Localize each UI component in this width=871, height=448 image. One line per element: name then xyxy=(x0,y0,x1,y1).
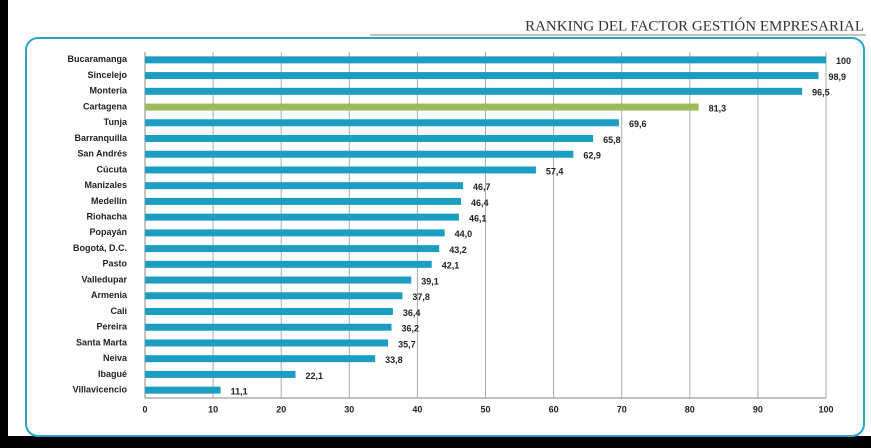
x-tick-label: 40 xyxy=(412,404,422,414)
x-tick-label: 10 xyxy=(208,404,218,414)
y-tick-label: Pasto xyxy=(102,259,127,269)
y-tick-label: Manizales xyxy=(84,180,127,190)
value-label: 36,2 xyxy=(402,324,420,334)
bar xyxy=(145,119,619,127)
value-label: 39,1 xyxy=(421,276,439,286)
x-tick-label: 20 xyxy=(276,404,286,414)
y-tick-label: Bucaramanga xyxy=(67,54,128,64)
y-tick-label: Armenia xyxy=(91,290,128,300)
bar xyxy=(145,276,412,284)
bar xyxy=(145,260,432,268)
bar xyxy=(145,245,440,253)
x-tick-label: 30 xyxy=(344,404,354,414)
value-label: 44,0 xyxy=(455,229,473,239)
value-label: 46,4 xyxy=(471,198,489,208)
y-tick-label: Neiva xyxy=(103,353,128,363)
x-tick-label: 100 xyxy=(818,404,833,414)
y-tick-label: Tunja xyxy=(104,117,128,127)
value-label: 96,5 xyxy=(812,88,830,98)
value-label: 65,8 xyxy=(603,135,621,145)
value-label: 57,4 xyxy=(546,166,564,176)
value-label: 33,8 xyxy=(385,355,403,365)
value-label: 37,8 xyxy=(412,292,430,302)
bar xyxy=(145,323,392,331)
y-tick-label: Santa Marta xyxy=(76,337,128,347)
y-tick-label: Medellín xyxy=(91,196,127,206)
y-tick-label: Montería xyxy=(89,86,127,96)
x-tick-label: 50 xyxy=(480,404,490,414)
value-label: 35,7 xyxy=(398,339,416,349)
bar xyxy=(145,135,594,142)
bar xyxy=(145,213,459,221)
value-label: 100 xyxy=(836,56,851,66)
bar xyxy=(145,355,376,363)
bar xyxy=(145,229,445,237)
bar xyxy=(145,182,464,190)
value-label: 36,4 xyxy=(403,308,421,318)
chart-title: RANKING DEL FACTOR GESTIÓN EMPRESARIAL xyxy=(525,17,864,34)
y-tick-label: Popayán xyxy=(89,227,127,237)
bar xyxy=(145,386,221,394)
x-tick-label: 70 xyxy=(617,404,627,414)
y-tick-label: Valledupar xyxy=(81,274,127,284)
y-tick-label: Villavicencio xyxy=(73,385,128,395)
frame xyxy=(25,37,865,437)
y-tick-label: Barranquilla xyxy=(74,133,128,143)
bar xyxy=(145,308,393,315)
value-label: 42,1 xyxy=(442,261,460,271)
bar xyxy=(145,103,699,111)
bar xyxy=(145,339,389,347)
x-tick-label: 80 xyxy=(685,404,695,414)
y-tick-label: San Andrés xyxy=(77,149,127,159)
y-tick-label: Ibagué xyxy=(98,369,127,379)
y-tick-label: Cúcuta xyxy=(96,164,127,174)
y-tick-label: Cali xyxy=(110,306,127,316)
bar xyxy=(145,150,574,158)
bar xyxy=(145,370,296,378)
value-label: 43,2 xyxy=(449,245,467,255)
y-tick-label: Pereira xyxy=(96,322,128,332)
y-tick-label: Cartagena xyxy=(83,101,128,111)
value-label: 46,7 xyxy=(473,182,491,192)
bar xyxy=(145,56,826,64)
bar xyxy=(145,72,819,80)
bar xyxy=(145,292,403,300)
y-tick-label: Sincelejo xyxy=(87,70,127,80)
y-tick-label: Bogotá, D.C. xyxy=(73,243,127,253)
value-label: 22,1 xyxy=(306,371,324,381)
x-tick-label: 0 xyxy=(142,404,147,414)
x-tick-label: 60 xyxy=(549,404,559,414)
bar xyxy=(145,166,536,174)
y-tick-label: Riohacha xyxy=(86,212,128,222)
value-label: 46,1 xyxy=(469,214,487,224)
value-label: 81,3 xyxy=(709,103,727,113)
value-label: 11,1 xyxy=(231,387,248,397)
x-tick-label: 90 xyxy=(753,404,763,414)
value-label: 62,9 xyxy=(583,151,601,161)
value-label: 69,6 xyxy=(629,119,647,129)
bar xyxy=(145,197,461,205)
bar xyxy=(145,87,803,95)
value-label: 98,9 xyxy=(829,72,847,82)
